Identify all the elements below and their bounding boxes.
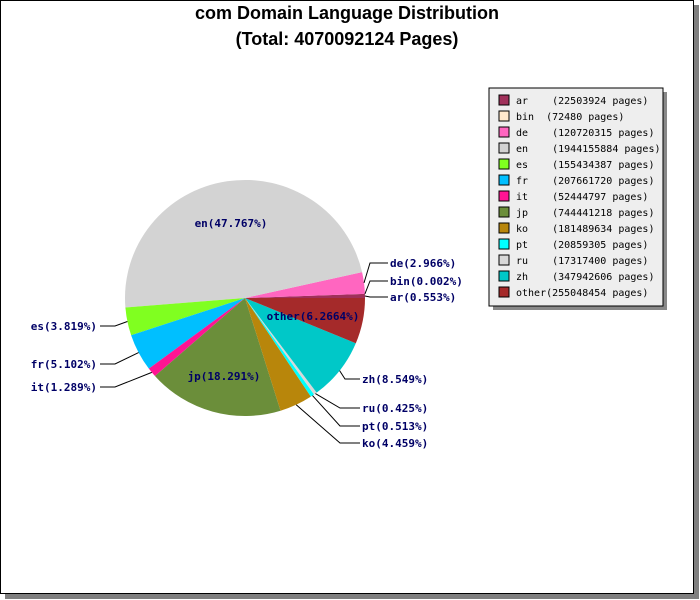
pie-slice-fr [131,298,245,369]
legend-label-ru: ru (17317400 pages) [516,256,648,267]
legend-label-en: en (1944155884 pages) [516,144,661,155]
slice-label-ru: ru(0.425%) [362,402,428,415]
pie-labels: ar(0.553%) bin(0.002%) de(2.966%) en(47.767… [31,217,463,450]
leader-line-ru [315,393,360,409]
leader-line-fr [100,352,139,365]
pie-slice-ar [245,293,365,298]
legend-swatch-ar [498,94,510,106]
leader-line-bin [364,280,388,295]
legend-swatch-de [498,126,510,138]
legend-label-ko: ko (181489634 pages) [516,224,654,235]
leader-line-pt [312,395,360,427]
slice-label-other: other(6.2664%) [267,310,360,323]
slice-label-ko: ko(4.459%) [362,437,428,450]
leader-line-es [100,321,128,327]
pie-slice-ko [245,298,311,411]
leader-line-it [100,371,152,388]
chart-subtitle: (Total: 4070092124 Pages) [235,29,459,49]
legend-swatch-other [498,286,510,298]
legend-swatch-ru [498,254,510,266]
legend-label-es: es (155434387 pages) [516,160,654,171]
leader-line-ko [295,404,360,444]
slice-label-en: en(47.767%) [195,217,268,230]
legend-label-pt: pt (20859305 pages) [516,240,648,251]
leader-line-ar [364,295,388,298]
slice-label-jp: jp(18.291%) [188,370,261,383]
pie-slice-it [148,298,245,377]
slice-label-es: es(3.819%) [31,320,97,333]
legend-swatch-es [498,158,510,170]
legend-swatch-pt [498,238,510,250]
legend-label-bin: bin (72480 pages) [516,112,624,123]
slice-label-pt: pt(0.513%) [362,420,428,433]
legend-label-jp: jp (744441218 pages) [516,208,654,219]
legend-label-it: it (52444797 pages) [516,192,648,203]
chart-title: com Domain Language Distribution [194,3,499,23]
pie-slice-other [245,298,365,344]
legend-swatch-it [498,190,510,202]
slice-label-ar: ar(0.553%) [390,291,456,304]
legend: ar (22503924 pages) bin (72480 pages) de (… [488,87,667,310]
pie-slice-jp [154,298,281,417]
legend-swatch-ko [498,222,510,234]
slice-label-de: de(2.966%) [390,257,456,270]
pie-slice-ru [245,298,317,395]
legend-swatch-fr [498,174,510,186]
leader-line-zh [339,370,360,380]
slice-label-bin: bin(0.002%) [390,275,463,288]
slice-label-zh: zh(8.549%) [362,373,428,386]
legend-label-other: other(255048454 pages) [516,288,648,299]
legend-label-fr: fr (207661720 pages) [516,176,654,187]
legend-label-zh: zh (347942606 pages) [516,272,654,283]
slice-label-it: it(1.289%) [31,381,97,394]
legend-swatch-en [498,142,510,154]
legend-label-de: de (120720315 pages) [516,128,654,139]
legend-box [488,87,664,307]
pie-slice-es [125,298,245,336]
legend-swatch-jp [498,206,510,218]
slice-label-fr: fr(5.102%) [31,358,97,371]
legend-swatch-bin [498,110,510,122]
legend-swatch-zh [498,270,510,282]
pie-slice-en [124,179,363,308]
pie-slices [124,179,365,417]
pie-slice-zh [245,298,356,393]
pie-slice-pt [245,298,315,397]
pie-slice-de [245,272,365,298]
leader-line-de [363,262,388,284]
legend-label-ar: ar (22503924 pages) [516,96,648,107]
